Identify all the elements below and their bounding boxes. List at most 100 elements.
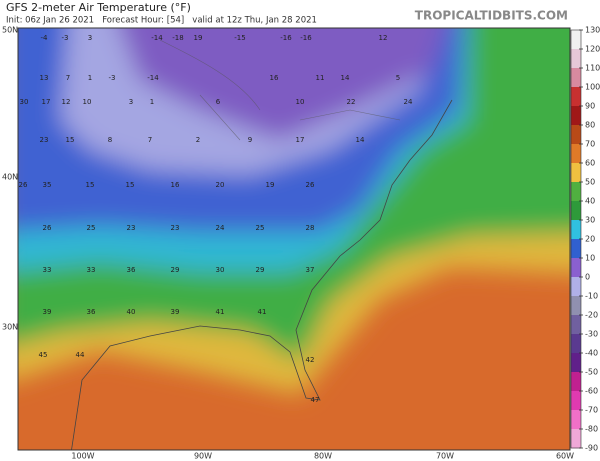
colorbar-frame [570,29,582,449]
station-value: 14 [341,74,350,82]
station-value: 41 [258,308,267,316]
station-value: 37 [306,266,315,274]
station-value: 36 [127,266,136,274]
colorbar-segment [571,182,581,202]
colorbar-label: 130 [585,26,600,35]
colorbar-label: 80 [585,121,595,130]
station-value: 24 [216,224,225,232]
colorbar-segment [571,201,581,221]
colorbar-label: -20 [585,311,598,320]
station-value: 42 [306,356,315,364]
colorbar-label: -10 [585,292,598,301]
station-value: -15 [234,34,245,42]
station-value: 10 [296,98,305,106]
station-value: 1 [88,74,92,82]
station-value: 20 [216,181,225,189]
colorbar-label: 120 [585,45,600,54]
station-value: -14 [147,74,159,82]
colorbar-label: 50 [585,178,595,187]
colorbar-segment [571,220,581,240]
station-value: 13 [40,74,49,82]
station-value: 7 [148,136,152,144]
station-value: 36 [87,308,96,316]
station-value: 39 [43,308,52,316]
station-value: -4 [41,34,49,42]
title: GFS 2-meter Air Temperature (°F) [6,1,191,14]
station-value: 5 [396,74,400,82]
station-value: 33 [87,266,96,274]
colorbar-segment [571,410,581,430]
station-value: 33 [43,266,52,274]
watermark: TROPICALTIDBITS.COM [415,9,568,23]
colorbar-label: -50 [585,368,598,377]
station-value: -14 [151,34,163,42]
colorbar-label: -90 [585,444,598,453]
colorbar-segment [571,30,581,50]
station-value: 19 [266,181,275,189]
colorbar-segment [571,68,581,88]
colorbar-label: 100 [585,83,600,92]
colorbar-segment [571,372,581,392]
lon-label: 70W [436,452,454,461]
station-value: 40 [127,308,136,316]
colorbar-label: 0 [585,273,590,282]
station-value: 3 [88,34,92,42]
station-value: 16 [171,181,180,189]
station-value: 19 [194,34,203,42]
lat-label: 50N [2,26,18,35]
colorbar-label: 20 [585,235,595,244]
station-value: 23 [171,224,180,232]
colorbar-segment [571,429,581,449]
station-value: 17 [42,98,51,106]
station-value: 28 [306,224,315,232]
station-value: 25 [256,224,265,232]
colorbar-label: -30 [585,330,598,339]
station-value: 15 [126,181,135,189]
station-value: 26 [43,224,52,232]
station-value: 12 [379,34,388,42]
colorbar-label: 30 [585,216,595,225]
station-value: 26 [19,181,28,189]
lon-label: 80W [314,452,332,461]
station-value: 30 [216,266,225,274]
colorbar-label: 70 [585,140,595,149]
init-line: Init: 06z Jan 26 2021 Forecast Hour: [54… [6,16,317,26]
station-value: 12 [62,98,71,106]
station-value: 29 [256,266,265,274]
station-value: -16 [300,34,312,42]
station-value: -3 [62,34,69,42]
colorbar-segment [571,296,581,316]
station-value: 23 [40,136,49,144]
colorbar-label: 60 [585,159,595,168]
colorbar-segment [571,106,581,126]
station-value: 3 [129,98,133,106]
station-value: 15 [66,136,75,144]
station-value: 15 [86,181,95,189]
station-value: 6 [216,98,221,106]
colorbar-segment [571,163,581,183]
station-value: -18 [172,34,183,42]
station-value: 7 [66,74,70,82]
colorbar-label: -80 [585,425,598,434]
station-value: 8 [108,136,112,144]
lon-label: 60W [556,452,574,461]
colorbar-segment [571,49,581,69]
lon-label: 90W [194,452,212,461]
station-value: 24 [404,98,413,106]
station-value: 30 [20,98,29,106]
station-value: 44 [76,351,85,359]
colorbar-segment [571,334,581,354]
station-value: 26 [306,181,315,189]
station-value: 47 [311,396,320,404]
station-value: 10 [83,98,92,106]
colorbar-segment [571,391,581,411]
station-value: 45 [39,351,48,359]
station-value: 29 [171,266,180,274]
colorbar-segment [571,87,581,107]
station-value: 35 [43,181,52,189]
station-value: 17 [296,136,305,144]
